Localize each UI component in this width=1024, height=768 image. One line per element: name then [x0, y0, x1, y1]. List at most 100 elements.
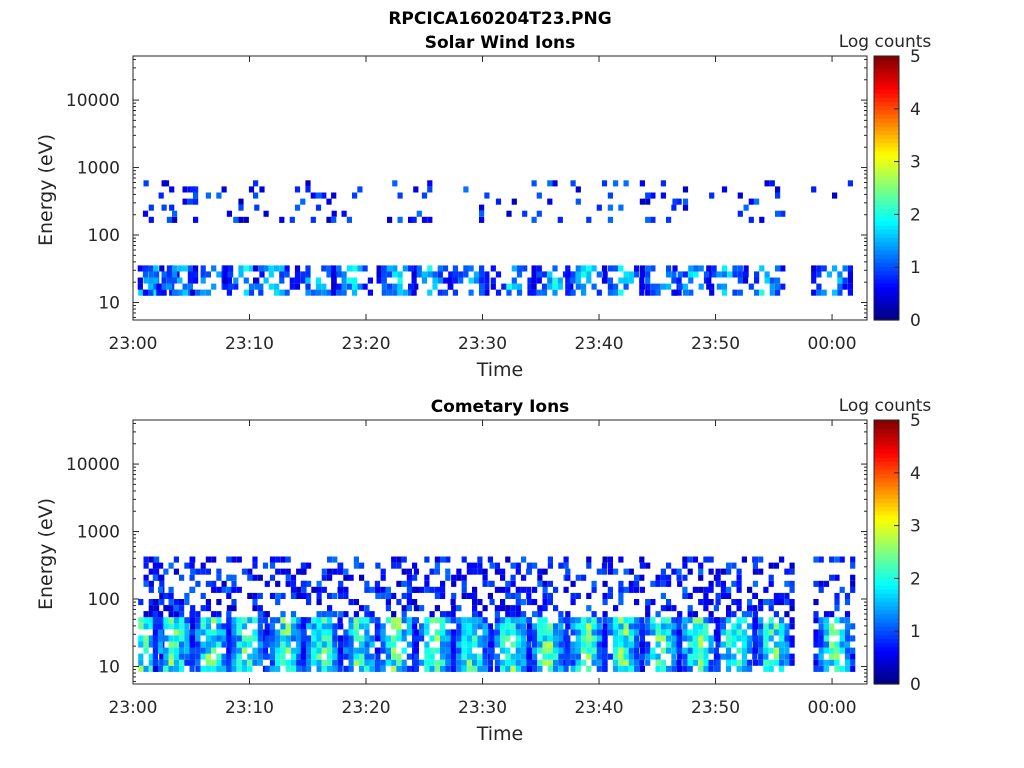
spectrogram-cell: [526, 653, 532, 660]
spectrogram-cell: [343, 647, 349, 654]
spectrogram-cell: [166, 265, 172, 272]
spectrogram-cell: [565, 617, 571, 624]
spectrogram-cell: [671, 641, 677, 648]
spectrogram-cell: [184, 562, 190, 569]
spectrogram-cell: [688, 271, 694, 278]
spectrogram-cell: [494, 611, 500, 618]
spectrogram-cell: [613, 180, 619, 187]
spectrogram-cell: [811, 289, 817, 296]
spectrogram-cell: [510, 617, 516, 624]
spectrogram-cell: [226, 617, 232, 624]
spectrogram-cell: [158, 586, 164, 593]
colorbar-segment: [874, 560, 899, 565]
spectrogram-cell: [228, 265, 234, 272]
spectrogram-cell: [343, 641, 349, 648]
spectrogram-cell: [236, 659, 242, 666]
spectrogram-cell: [547, 277, 553, 284]
spectrogram-cell: [412, 599, 418, 606]
spectrogram-cell: [655, 580, 661, 587]
spectrogram-cell: [676, 289, 682, 296]
spectrogram-cell: [575, 641, 581, 648]
spectrogram-cell: [479, 210, 485, 217]
spectrogram-cell: [424, 665, 430, 672]
spectrogram-cell: [602, 599, 608, 606]
spectrogram-cell: [205, 641, 211, 648]
spectrogram-cell: [581, 283, 587, 290]
spectrogram-cell: [552, 289, 558, 296]
spectrogram-cell: [241, 617, 248, 624]
spectrogram-cell: [715, 665, 721, 672]
spectrogram-cell: [703, 623, 709, 630]
spectrogram-cell: [359, 665, 365, 672]
spectrogram-cell: [375, 617, 381, 624]
spectrogram-cell: [780, 210, 786, 217]
colorbar-segment: [874, 523, 899, 528]
spectrogram-cell: [826, 271, 832, 278]
spectrogram-cell: [412, 574, 418, 581]
spectrogram-cell: [143, 665, 149, 672]
spectrogram-cell: [315, 283, 322, 290]
spectrogram-cell: [505, 580, 511, 587]
colorbar-segment: [874, 651, 899, 656]
spectrogram-cell: [547, 180, 553, 187]
spectrogram-cell: [736, 599, 742, 606]
spectrogram-cell: [591, 647, 597, 654]
spectrogram-cell: [252, 592, 258, 599]
spectrogram-cell: [200, 277, 206, 284]
spectrogram-cell: [137, 265, 143, 272]
spectrogram-cell: [565, 623, 571, 630]
spectrogram-cell: [429, 647, 435, 654]
spectrogram-cell: [639, 623, 645, 630]
spectrogram-cell: [427, 216, 433, 223]
spectrogram-cell: [596, 659, 602, 666]
spectrogram-cell: [316, 665, 322, 672]
spectrogram-cell: [666, 617, 672, 624]
spectrogram-cell: [666, 635, 672, 642]
spectrogram-cell: [401, 647, 407, 654]
spectrogram-cell: [747, 605, 753, 612]
spectrogram-cell: [542, 659, 548, 666]
spectrogram-cell: [676, 659, 682, 666]
spectrogram-cell: [726, 562, 732, 569]
spectrogram-cell: [758, 647, 764, 654]
spectrogram-cell: [645, 216, 651, 223]
spectrogram-cell: [489, 629, 495, 636]
spectrogram-cell: [205, 617, 211, 624]
spectrogram-cell: [639, 556, 645, 563]
spectrogram-cell: [461, 665, 467, 672]
spectrogram-cell: [327, 659, 333, 666]
spectrogram-cell: [505, 635, 511, 642]
spectrogram-cell: [666, 283, 672, 290]
spectrogram-cell: [327, 617, 333, 624]
spectrogram-cell: [348, 647, 354, 654]
spectrogram-cell: [190, 605, 196, 612]
spectrogram-cell: [456, 574, 462, 581]
colorbar-segment: [874, 531, 899, 537]
spectrogram-cell: [200, 568, 206, 575]
colorbar-segment: [874, 307, 899, 313]
spectrogram-cell: [163, 605, 169, 612]
spectrogram-cell: [511, 265, 517, 272]
spectrogram-cell: [315, 204, 322, 211]
spectrogram-cell: [152, 647, 158, 654]
spectrogram-cell: [306, 635, 312, 642]
spectrogram-cell: [721, 186, 728, 193]
spectrogram-cell: [515, 592, 521, 599]
spectrogram-cell: [703, 586, 709, 593]
spectrogram-cell: [241, 623, 248, 630]
spectrogram-cell: [687, 635, 693, 642]
spectrogram-cell: [726, 641, 732, 648]
spectrogram-cell: [257, 641, 263, 648]
spectrogram-cell: [763, 599, 769, 606]
spectrogram-cell: [623, 271, 629, 278]
spectrogram-cell: [456, 605, 462, 612]
spectrogram-cell: [262, 617, 269, 624]
spectrogram-cell: [275, 617, 281, 624]
spectrogram-cell: [163, 568, 169, 575]
spectrogram-cell: [184, 641, 190, 648]
colorbar-segment: [874, 469, 899, 475]
spectrogram-cell: [645, 289, 651, 296]
spectrogram-cell: [687, 647, 693, 654]
spectrogram-cell: [565, 635, 571, 642]
spectrogram-cell: [316, 599, 322, 606]
